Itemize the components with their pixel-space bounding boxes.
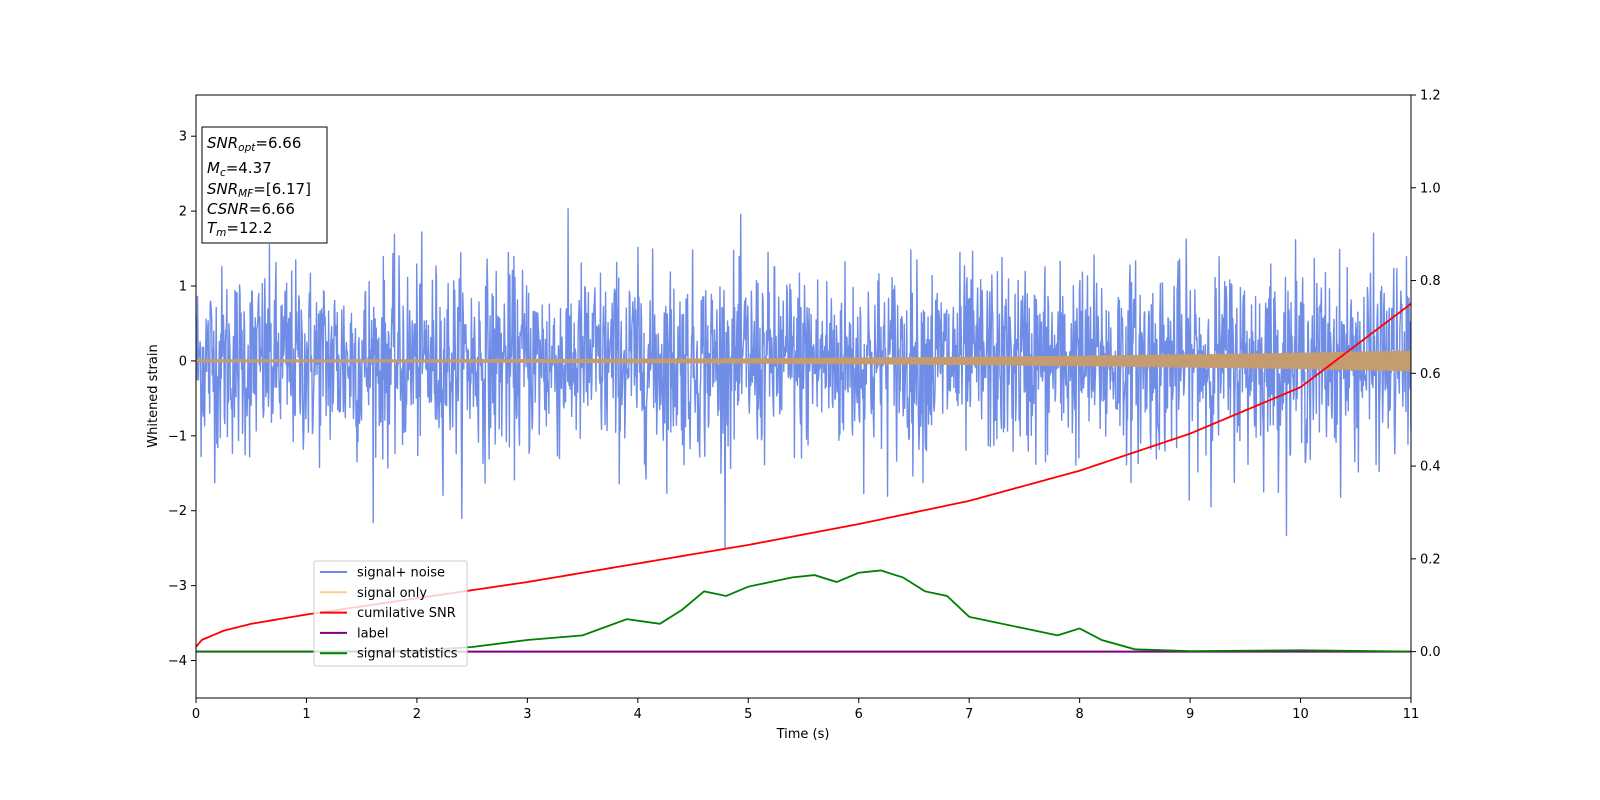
y-right-tick-label: 0.2 bbox=[1420, 552, 1441, 567]
info-subscript: m bbox=[216, 227, 226, 239]
x-tick-label: 7 bbox=[965, 707, 973, 722]
x-tick-label: 1 bbox=[302, 707, 310, 722]
info-subscript: MF bbox=[238, 188, 254, 200]
x-tick-label: 6 bbox=[855, 707, 863, 722]
y-left-tick-label: 0 bbox=[179, 354, 187, 369]
y-axis-right: 1.2 1.0 0.8 0.6 0.4 0.2 0.0 bbox=[1411, 89, 1441, 660]
info-line: SNRopt=6.66 bbox=[207, 134, 301, 154]
y-left-tick-label: −4 bbox=[168, 654, 187, 669]
signal-noise-series bbox=[196, 208, 1411, 549]
signal-only-series bbox=[196, 350, 1411, 372]
info-label: SNR bbox=[207, 180, 238, 198]
legend-frame bbox=[313, 560, 468, 667]
signal-noise-line bbox=[196, 208, 1411, 549]
info-value: =6.66 bbox=[249, 200, 295, 218]
x-tick-label: 0 bbox=[192, 707, 200, 722]
x-axis-label: Time (s) bbox=[776, 727, 830, 742]
y-left-tick-label: −2 bbox=[168, 504, 187, 519]
info-label: M bbox=[207, 159, 220, 177]
x-tick-label: 3 bbox=[523, 707, 531, 722]
y-left-tick-label: 3 bbox=[179, 130, 187, 145]
y-left-tick-label: 1 bbox=[179, 280, 187, 295]
x-tick-label: 11 bbox=[1403, 707, 1420, 722]
info-line: CSNR=6.66 bbox=[207, 200, 295, 218]
x-tick-label: 5 bbox=[744, 707, 752, 722]
y-right-tick-label: 1.2 bbox=[1420, 89, 1441, 104]
info-subscript: c bbox=[220, 167, 226, 179]
legend-label: label bbox=[357, 626, 388, 641]
info-value: =6.66 bbox=[255, 134, 301, 152]
info-value: =4.37 bbox=[226, 159, 272, 177]
y-left-tick-label: −1 bbox=[168, 429, 187, 444]
y-right-tick-label: 1.0 bbox=[1420, 181, 1441, 196]
legend-label: cumilative SNR bbox=[357, 606, 456, 621]
x-tick-label: 2 bbox=[413, 707, 421, 722]
info-value: =12.2 bbox=[226, 219, 272, 237]
signal-only-line bbox=[196, 350, 1411, 372]
y-left-tick-label: 2 bbox=[179, 205, 187, 220]
legend-label: signal only bbox=[357, 586, 427, 601]
info-label: CSNR bbox=[207, 200, 249, 218]
x-tick-label: 4 bbox=[634, 707, 642, 722]
info-box-frame bbox=[201, 126, 328, 244]
info-line: Mc=4.37 bbox=[207, 159, 272, 179]
y-left-tick-label: −3 bbox=[168, 579, 187, 594]
plot-frame bbox=[195, 94, 1412, 699]
y-right-tick-label: 0.6 bbox=[1420, 367, 1441, 382]
info-line: SNRMF=[6.17] bbox=[207, 180, 311, 200]
info-label: SNR bbox=[207, 134, 238, 152]
y-right-tick-label: 0.0 bbox=[1420, 645, 1441, 660]
y-axis-label: Whitened strain bbox=[146, 344, 161, 447]
info-line: Tm=12.2 bbox=[207, 219, 272, 239]
y-right-tick-label: 0.4 bbox=[1420, 460, 1441, 475]
x-tick-label: 8 bbox=[1075, 707, 1083, 722]
legend-label: signal+ noise bbox=[357, 566, 445, 581]
signal-statistics-line bbox=[196, 569, 1411, 653]
info-value: =[6.17] bbox=[253, 180, 311, 198]
y-axis-left: 3 2 1 0 −1 −2 −3 −4 bbox=[168, 130, 196, 669]
info-subscript: opt bbox=[238, 142, 256, 154]
y-right-tick-label: 0.8 bbox=[1420, 274, 1441, 289]
info-label: T bbox=[207, 219, 218, 237]
info-box: SNRopt=6.66Mc=4.37SNRMF=[6.17]CSNR=6.66T… bbox=[201, 126, 328, 244]
x-tick-label: 9 bbox=[1186, 707, 1194, 722]
x-axis: 0 1 2 3 4 5 6 7 8 9 10 11 bbox=[192, 698, 1419, 722]
legend: signal+ noise signal only cumilative SNR la… bbox=[313, 560, 468, 667]
x-tick-label: 10 bbox=[1292, 707, 1309, 722]
legend-label: signal statistics bbox=[357, 647, 458, 662]
